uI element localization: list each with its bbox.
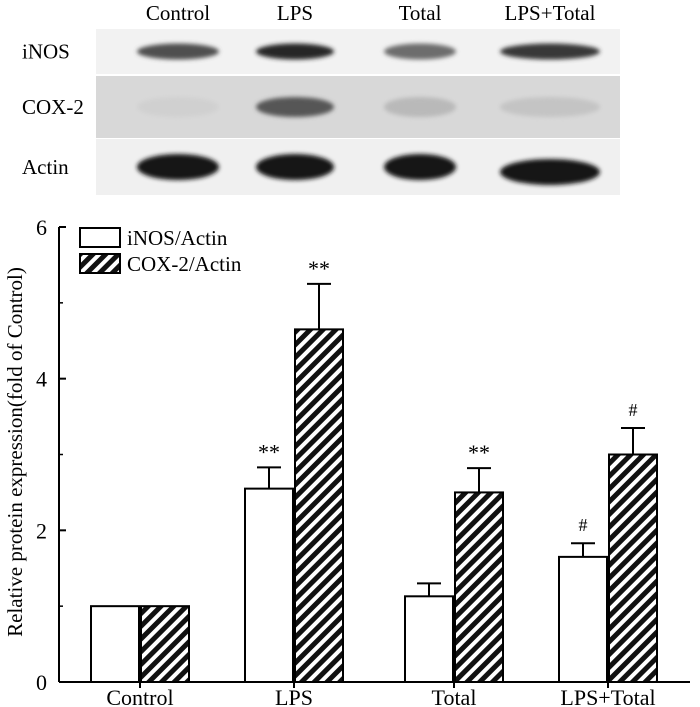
bar xyxy=(294,328,344,683)
blot-band xyxy=(137,97,219,117)
legend-swatch xyxy=(79,253,121,274)
blot-lane-label: Total xyxy=(399,1,442,25)
x-tick-label: LPS+Total xyxy=(560,685,655,707)
bars: ** # ** ** # xyxy=(90,256,658,684)
legend-label: COX-2/Actin xyxy=(127,252,242,276)
significance-marker: ** xyxy=(308,256,330,281)
blot-lane-labels: Control LPS Total LPS+Total xyxy=(146,1,596,25)
blot-row-label: Actin xyxy=(22,155,69,179)
significance-marker: ** xyxy=(258,439,280,464)
bar xyxy=(608,453,658,683)
bar xyxy=(454,491,504,683)
significance-marker: # xyxy=(629,400,638,420)
blot-row-label: iNOS xyxy=(22,40,70,64)
bar xyxy=(558,555,608,683)
y-tick-label: 2 xyxy=(36,518,47,543)
blot-lane-label: Control xyxy=(146,1,210,25)
blot-band xyxy=(500,159,600,185)
y-tick-label: 6 xyxy=(36,215,47,240)
blot-band xyxy=(256,43,334,60)
legend-swatch xyxy=(79,227,121,248)
blot-lane-label: LPS xyxy=(277,1,313,25)
bar xyxy=(244,487,294,683)
blot-lane-label: LPS+Total xyxy=(505,1,596,25)
bar xyxy=(140,605,190,684)
bar-chart: Relative protein expression(fold of Cont… xyxy=(3,215,690,707)
significance-marker: # xyxy=(579,515,588,535)
bar xyxy=(404,595,454,684)
blot-band xyxy=(256,97,334,117)
blot-band xyxy=(384,97,456,117)
blot-band xyxy=(500,43,600,60)
x-tick-label: LPS xyxy=(275,685,313,707)
blot-band xyxy=(384,154,456,180)
blot-band xyxy=(500,97,600,117)
blot-band xyxy=(384,43,456,60)
blot-band xyxy=(256,154,334,180)
significance-marker: ** xyxy=(468,440,490,465)
bar xyxy=(90,605,140,684)
y-axis-label: Relative protein expression(fold of Cont… xyxy=(3,267,27,637)
axes: 0 2 4 6 Control LPS Total LPS+Total xyxy=(36,215,690,707)
x-tick-label: Total xyxy=(432,685,477,707)
blot-band xyxy=(137,154,219,180)
x-tick-label: Control xyxy=(106,685,173,707)
y-tick-label: 4 xyxy=(36,367,47,392)
western-blot-panel: Control LPS Total LPS+Total iNOS COX-2 Act… xyxy=(22,1,620,195)
blot-band xyxy=(137,43,219,60)
blot-row-label: COX-2 xyxy=(22,95,84,119)
legend-label: iNOS/Actin xyxy=(127,226,228,250)
blot-rows: iNOS COX-2 Actin xyxy=(22,29,620,195)
y-tick-label: 0 xyxy=(36,670,47,695)
